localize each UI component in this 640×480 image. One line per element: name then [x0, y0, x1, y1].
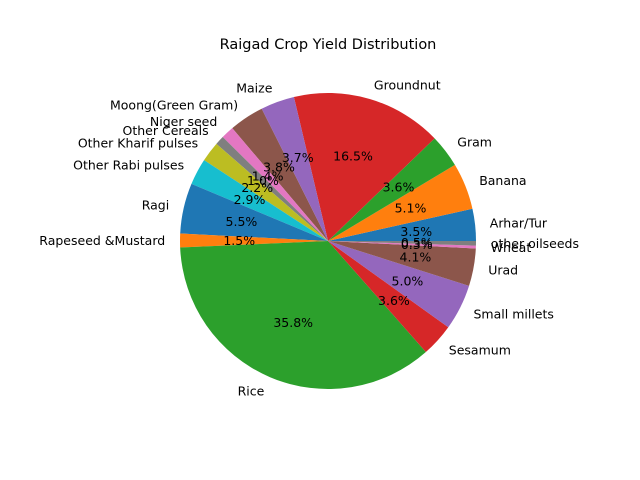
pie-slice-niger-seed — [222, 128, 328, 241]
slice-percent-gram: 3.6% — [383, 180, 415, 195]
pie-slice-arhar-tur — [328, 208, 476, 241]
pie-slice-maize — [261, 96, 328, 241]
pie-slices — [179, 92, 477, 390]
slice-label-niger-seed: Niger seed — [150, 114, 217, 129]
slice-label-small-millets: Small millets — [474, 307, 554, 322]
slice-percent-other-kharif-pulses: 2.2% — [241, 180, 273, 195]
slice-label-rice: Rice — [238, 383, 265, 398]
slice-label-banana: Banana — [479, 173, 526, 188]
pie-slice-other-rabi-pulses — [191, 160, 328, 241]
slice-percent-maize: 3.7% — [282, 150, 314, 165]
slice-percent-rice: 35.8% — [273, 315, 313, 330]
slice-label-sesamum: Sesamum — [449, 343, 511, 358]
slice-percent-other-rabi-pulses: 2.9% — [234, 192, 266, 207]
slice-percent-arhar-tur: 3.5% — [400, 224, 432, 239]
slice-label-other-kharif-pulses: Other Kharif pulses — [78, 135, 198, 150]
pie-slice-groundnut — [293, 92, 435, 241]
slice-labels: Arhar/Tur Banana Gram Groundnut Maize Moong(G… — [39, 77, 579, 398]
slice-percent-banana: 5.1% — [395, 201, 427, 216]
slice-percent-other-cereals: 1.0% — [247, 173, 279, 188]
slice-label-urad: Urad — [488, 263, 518, 278]
slice-label-rapeseed-mustard: Rapeseed &Mustard — [39, 233, 165, 248]
slice-percent-labels: 3.5% 5.1% 3.6% 16.5% 3.7%3.8%1.4%1.0%2.2%2.9… — [223, 148, 432, 330]
slice-percent-small-millets: 5.0% — [392, 273, 424, 288]
slice-percent-wheat: 0.3% — [401, 237, 433, 252]
pie-slice-moong-green-gram — [232, 108, 328, 242]
pie-slice-small-millets — [328, 241, 470, 328]
pie-slice-wheat — [328, 241, 476, 249]
slice-percent-niger-seed: 1.4% — [252, 168, 284, 183]
slice-percent-ragi: 5.5% — [226, 214, 258, 229]
slice-label-wheat: Wheat — [491, 240, 532, 255]
slice-percent-groundnut: 16.5% — [333, 148, 373, 163]
slice-label-other-oilseeds: other oilseeds — [491, 236, 579, 251]
slice-percent-sesamum: 3.6% — [378, 293, 410, 308]
slice-label-other-rabi-pulses: Other Rabi pulses — [73, 157, 184, 172]
slice-percent-other-oilseeds: 0.5% — [401, 235, 433, 250]
slice-label-ragi: Ragi — [142, 198, 169, 213]
slice-label-gram: Gram — [457, 135, 492, 150]
pie-slice-other-kharif-pulses — [204, 143, 328, 241]
pie-slice-other-oilseeds — [328, 241, 477, 246]
slice-label-moong-green-gram: Moong(Green Gram) — [110, 98, 238, 113]
slice-percent-rapeseed-mustard: 1.5% — [223, 233, 255, 248]
pie-slice-rapeseed-mustard — [179, 233, 328, 248]
slice-label-maize: Maize — [236, 81, 272, 96]
pie-slice-other-cereals — [216, 137, 328, 241]
slice-percent-urad: 4.1% — [400, 249, 432, 264]
chart-title: Raigad Crop Yield Distribution — [220, 37, 437, 53]
slice-label-other-cereals: Other Cereals — [123, 123, 209, 138]
slice-label-groundnut: Groundnut — [374, 77, 441, 92]
pie-slice-banana — [328, 164, 473, 241]
pie-slice-urad — [328, 241, 476, 286]
slice-label-arhar-tur: Arhar/Tur — [490, 216, 548, 231]
slice-percent-moong-green-gram: 3.8% — [263, 159, 295, 174]
pie-slice-ragi — [180, 183, 328, 241]
pie-slice-gram — [328, 138, 455, 241]
pie-slice-sesamum — [328, 241, 449, 353]
pie-slice-rice — [180, 241, 426, 390]
